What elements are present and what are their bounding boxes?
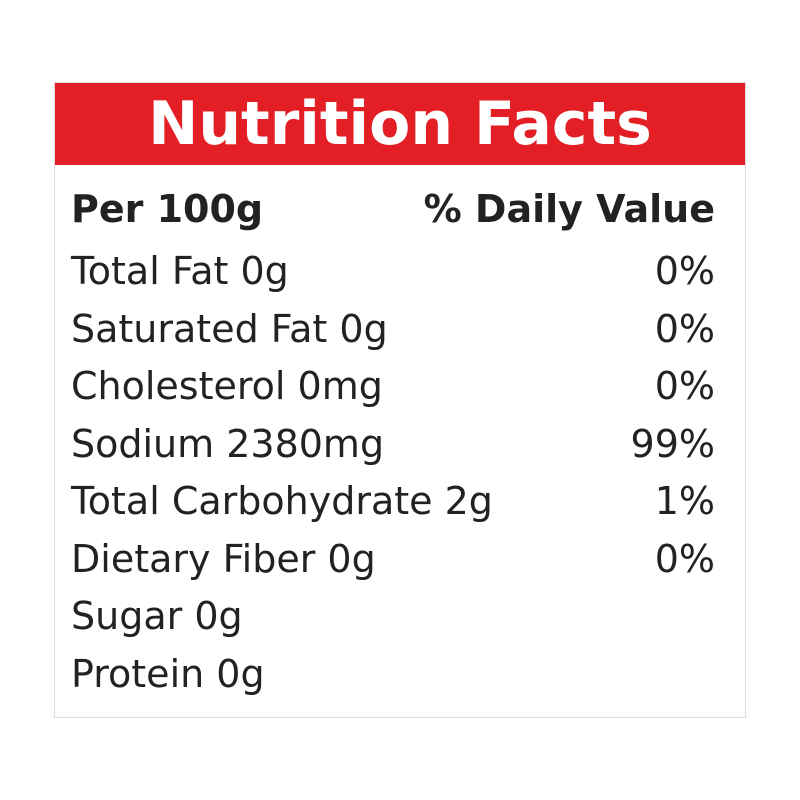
- nutrient-label: Protein 0g: [71, 651, 265, 696]
- daily-value-label: % Daily Value: [423, 187, 715, 231]
- daily-value: 0%: [654, 536, 715, 581]
- daily-value: 99%: [630, 421, 715, 466]
- nutrient-label: Sugar 0g: [71, 594, 243, 638]
- daily-value: 1%: [654, 479, 715, 523]
- nutrient-row: Total Carbohydrate 2g 1%: [71, 473, 715, 529]
- nutrient-row: Dietary Fiber 0g 0%: [71, 531, 715, 587]
- nutrition-label: Nutrition Facts Per 100g % Daily Value To…: [54, 82, 746, 718]
- nutrient-label: Total Fat 0g: [71, 249, 289, 293]
- nutrient-row: Sodium 2380mg 99%: [71, 416, 715, 472]
- daily-value: 0%: [654, 364, 715, 408]
- nutrient-label: Dietary Fiber 0g: [71, 536, 376, 581]
- nutrient-row: Protein 0g: [71, 646, 715, 702]
- nutrient-label: Saturated Fat 0g: [71, 306, 388, 351]
- nutrient-row: Total Fat 0g 0%: [71, 243, 715, 299]
- title: Nutrition Facts: [55, 83, 745, 165]
- nutrient-label: Total Carbohydrate 2g: [71, 479, 493, 523]
- serving-label: Per 100g: [71, 187, 264, 231]
- nutrient-row: Cholesterol 0mg 0%: [71, 358, 715, 414]
- daily-value: 0%: [654, 249, 715, 293]
- daily-value: 0%: [654, 306, 715, 351]
- nutrient-label: Sodium 2380mg: [71, 421, 385, 466]
- nutrient-row: Saturated Fat 0g 0%: [71, 301, 715, 357]
- column-header: Per 100g % Daily Value: [71, 181, 715, 237]
- nutrient-row: Sugar 0g: [71, 588, 715, 644]
- nutrient-label: Cholesterol 0mg: [71, 364, 383, 408]
